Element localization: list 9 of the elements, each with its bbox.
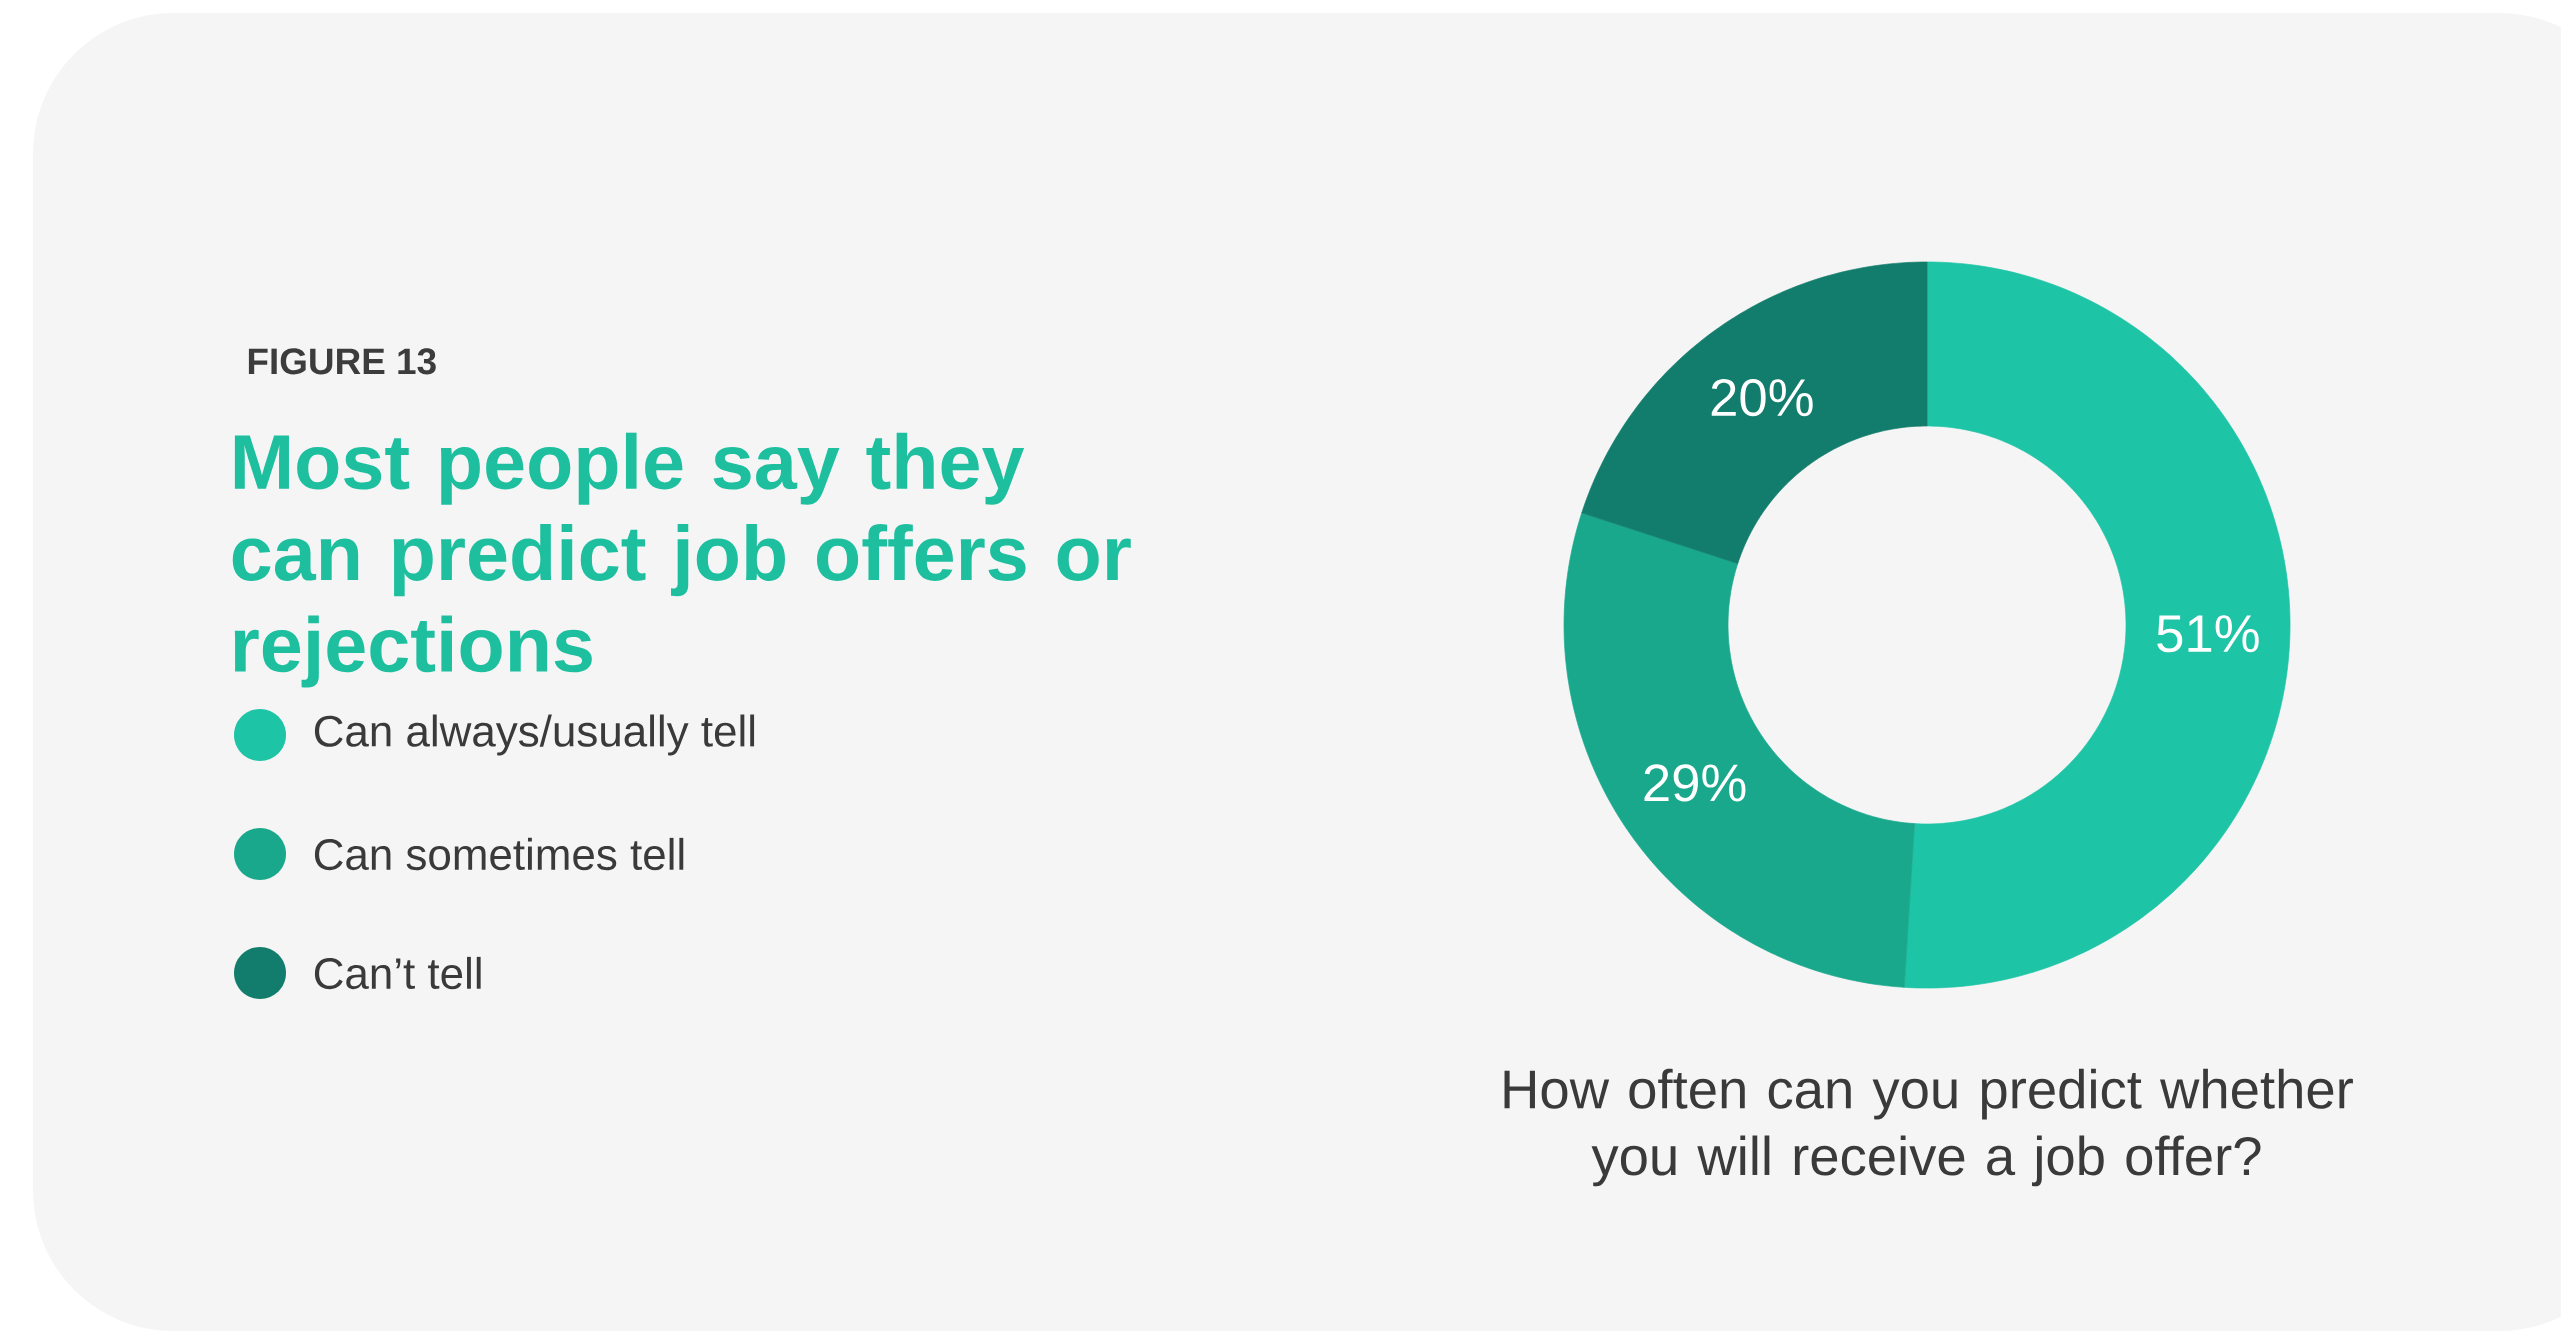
caption: FIGURE 13 xyxy=(248,348,436,375)
legend-label: Can always/usually tell xyxy=(314,714,755,756)
text: Most people say they can predict job offers or rejections xyxy=(232,432,1131,688)
legend-label: Can sometimes tell xyxy=(314,837,684,871)
legend-label: Can’t tell xyxy=(314,956,481,990)
data-label: 51% xyxy=(2157,615,2259,653)
data-label: 20% xyxy=(1711,379,1813,417)
data-label: 29% xyxy=(1644,764,1746,802)
text: How often can you predict whether you will receive a job offer? xyxy=(1504,1068,2353,1187)
